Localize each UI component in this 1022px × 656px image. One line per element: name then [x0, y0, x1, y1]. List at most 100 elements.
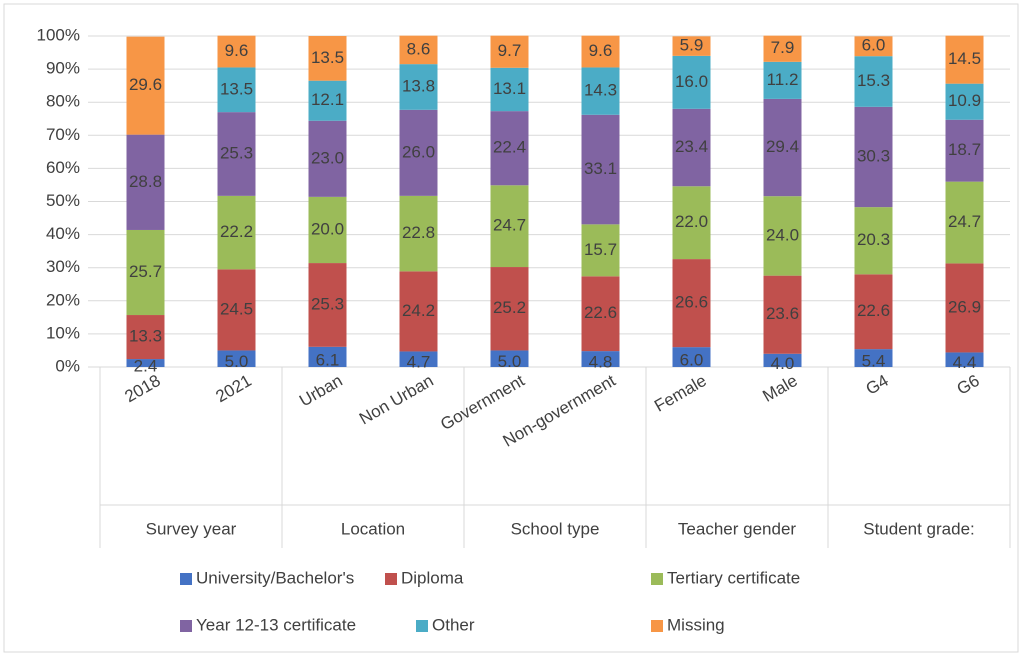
bar-segment: [126, 229, 165, 316]
bar-segment: [763, 98, 802, 197]
data-label: 22.4: [493, 138, 526, 157]
data-label: 4.4: [953, 353, 977, 372]
data-label: 22.0: [675, 212, 708, 231]
bar-segment: [399, 195, 438, 272]
data-label: 5.0: [498, 352, 522, 371]
bar-segment: [763, 35, 802, 62]
data-label: 11.2: [767, 70, 799, 89]
bar-segment: [490, 35, 529, 68]
x-tick-label: G6: [954, 371, 983, 399]
data-label: 26.6: [675, 293, 708, 312]
bar-segment: [399, 64, 438, 110]
bar-segment: [217, 195, 256, 270]
chart-frame: [3, 3, 1019, 653]
bar-segment: [854, 56, 893, 107]
data-label: 4.7: [407, 353, 431, 372]
legend-swatch: [651, 620, 663, 632]
group-label: Student grade:: [863, 519, 975, 538]
bar-segment: [854, 106, 893, 208]
data-label: 13.3: [129, 327, 162, 346]
data-label: 22.6: [857, 301, 890, 320]
bar-segment: [672, 55, 711, 109]
bar-segment: [217, 269, 256, 351]
bar-segment: [308, 196, 347, 264]
data-label: 30.3: [857, 146, 890, 165]
bar-segment: [581, 224, 620, 277]
bar-segment: [672, 36, 711, 56]
bar-segment: [945, 263, 984, 353]
legend-label: University/Bachelor's: [196, 568, 354, 587]
data-label: 22.2: [220, 222, 253, 241]
x-tick-label: Urban: [296, 371, 346, 411]
bar-segment: [672, 259, 711, 348]
x-tick-label: Male: [759, 371, 800, 406]
x-tick-label: G4: [863, 371, 892, 399]
data-label: 24.5: [220, 299, 253, 318]
y-tick-label: 40%: [46, 224, 80, 243]
data-label: 15.3: [857, 71, 890, 90]
data-label: 23.4: [675, 137, 708, 156]
data-label: 5.0: [225, 352, 249, 371]
data-label: 9.6: [589, 41, 613, 60]
data-label: 13.5: [311, 48, 344, 67]
bar-segment: [308, 80, 347, 121]
bar-segment: [581, 276, 620, 352]
y-tick-label: 30%: [46, 257, 80, 276]
bar-segment: [126, 315, 165, 360]
legend-swatch: [416, 620, 428, 632]
data-label: 29.4: [766, 137, 799, 156]
data-label: 5.4: [862, 352, 886, 371]
bar-segment: [308, 263, 347, 347]
data-label: 2.4: [134, 357, 158, 376]
data-label: 13.5: [220, 79, 253, 98]
data-label: 4.8: [589, 353, 613, 372]
bar-segment: [126, 36, 165, 135]
legend-swatch: [180, 573, 192, 585]
bar-segment: [945, 119, 984, 182]
bar-segment: [581, 35, 620, 68]
bar-segment: [217, 112, 256, 196]
bar-segment: [945, 83, 984, 120]
group-label: Survey year: [146, 519, 237, 538]
x-tick-label: 2021: [212, 371, 254, 406]
data-label: 9.7: [498, 41, 522, 60]
bar-segment: [763, 196, 802, 276]
data-label: 23.0: [311, 148, 344, 167]
bar-segment: [308, 36, 347, 81]
group-label: Teacher gender: [678, 519, 796, 538]
bar-segment: [854, 274, 893, 350]
group-label: School type: [511, 519, 600, 538]
legend-swatch: [385, 573, 397, 585]
bar-segment: [399, 351, 438, 367]
data-label: 25.3: [311, 294, 344, 313]
legend-label: Year 12-13 certificate: [196, 615, 356, 634]
bar-segment: [581, 351, 620, 367]
bar-segment: [490, 111, 529, 186]
data-label: 20.3: [857, 230, 890, 249]
y-tick-label: 80%: [46, 92, 80, 111]
data-label: 25.2: [493, 298, 526, 317]
bar-segment: [490, 67, 529, 112]
bar-segment: [308, 120, 347, 197]
data-label: 10.9: [948, 91, 981, 110]
data-label: 7.9: [771, 38, 795, 57]
data-label: 29.6: [129, 75, 162, 94]
bar-segment: [217, 67, 256, 113]
data-label: 33.1: [584, 159, 617, 178]
data-label: 22.6: [584, 303, 617, 322]
data-label: 8.6: [407, 39, 431, 58]
bar-segment: [854, 36, 893, 57]
bar-segment: [581, 67, 620, 115]
data-label: 24.7: [948, 212, 981, 231]
data-label: 9.6: [225, 41, 249, 60]
bar-segment: [490, 267, 529, 351]
data-label: 16.0: [675, 72, 708, 91]
legend-label: Missing: [667, 615, 725, 634]
bar-segment: [672, 186, 711, 260]
bar-segment: [217, 35, 256, 68]
data-label: 12.1: [311, 90, 344, 109]
bar-segment: [490, 185, 529, 268]
bar-segment: [490, 350, 529, 367]
data-label: 25.7: [129, 262, 162, 281]
